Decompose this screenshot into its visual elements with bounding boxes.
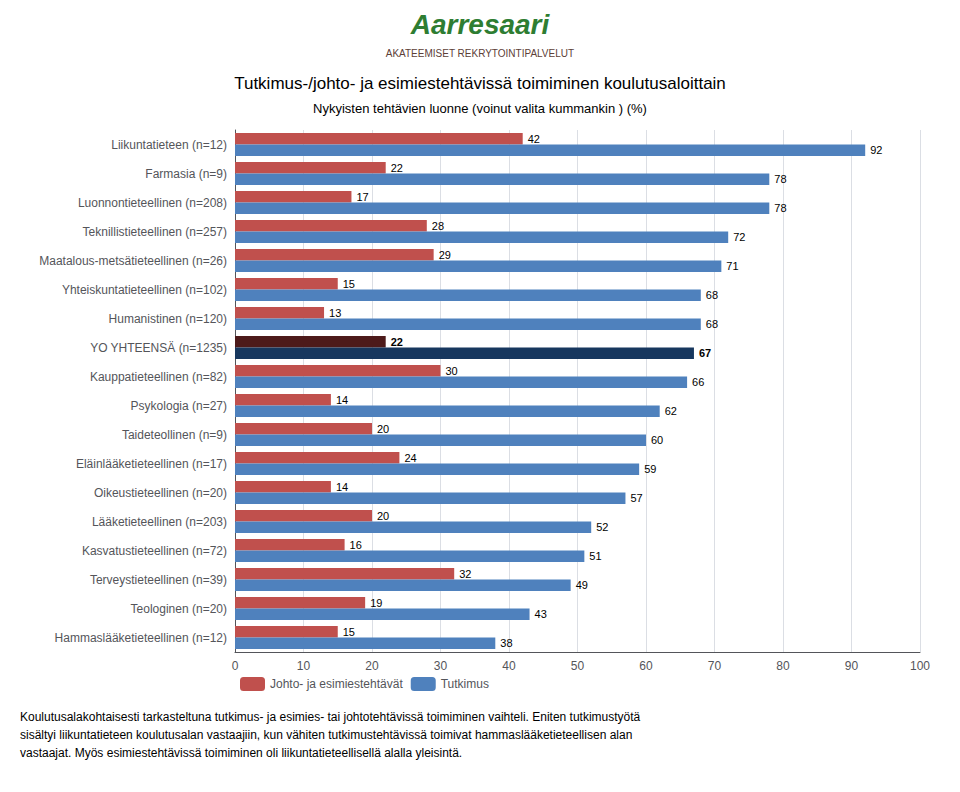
svg-text:71: 71 bbox=[726, 260, 738, 272]
svg-text:Kasvatustieteellinen (n=72): Kasvatustieteellinen (n=72) bbox=[82, 544, 227, 558]
svg-text:Tutkimus: Tutkimus bbox=[441, 677, 489, 691]
svg-text:14: 14 bbox=[336, 481, 348, 493]
svg-text:51: 51 bbox=[589, 550, 601, 562]
svg-text:Humanistinen (n=120): Humanistinen (n=120) bbox=[109, 312, 227, 326]
svg-text:90: 90 bbox=[845, 659, 859, 673]
svg-text:YO YHTEENSÄ (n=1235): YO YHTEENSÄ (n=1235) bbox=[90, 341, 227, 355]
svg-text:60: 60 bbox=[639, 659, 653, 673]
svg-text:Oikeustieteellinen (n=20): Oikeustieteellinen (n=20) bbox=[94, 486, 227, 500]
svg-text:43: 43 bbox=[535, 608, 547, 620]
svg-text:60: 60 bbox=[651, 434, 663, 446]
svg-text:32: 32 bbox=[459, 568, 471, 580]
svg-text:13: 13 bbox=[329, 307, 341, 319]
svg-text:Taideteollinen (n=9): Taideteollinen (n=9) bbox=[122, 428, 227, 442]
svg-text:vastaajat. Myös esimiestehtävi: vastaajat. Myös esimiestehtävissä toimim… bbox=[20, 746, 462, 760]
svg-text:Johto- ja esimiestehtävät: Johto- ja esimiestehtävät bbox=[270, 677, 403, 691]
svg-text:16: 16 bbox=[350, 539, 362, 551]
svg-text:Aarresaari: Aarresaari bbox=[410, 9, 551, 40]
svg-text:Koulutusalakohtaisesti tarkast: Koulutusalakohtaisesti tarkasteltuna tut… bbox=[20, 710, 641, 724]
svg-text:38: 38 bbox=[500, 637, 512, 649]
svg-text:29: 29 bbox=[439, 249, 451, 261]
svg-text:sisältyi liikuntatieteen koulu: sisältyi liikuntatieteen koulutusalan va… bbox=[20, 728, 632, 742]
svg-text:Farmasia (n=9): Farmasia (n=9) bbox=[145, 167, 227, 181]
svg-text:Hammaslääketieteellinen (n=12): Hammaslääketieteellinen (n=12) bbox=[55, 631, 227, 645]
svg-text:62: 62 bbox=[665, 405, 677, 417]
svg-text:Teologinen (n=20): Teologinen (n=20) bbox=[131, 602, 227, 616]
svg-text:22: 22 bbox=[391, 162, 403, 174]
svg-text:15: 15 bbox=[343, 278, 355, 290]
svg-text:24: 24 bbox=[404, 452, 416, 464]
svg-text:70: 70 bbox=[708, 659, 722, 673]
svg-text:17: 17 bbox=[356, 191, 368, 203]
svg-text:30: 30 bbox=[446, 365, 458, 377]
svg-text:AKATEEMISET REKRYTOINTIPALVELU: AKATEEMISET REKRYTOINTIPALVELUT bbox=[386, 48, 574, 59]
svg-text:67: 67 bbox=[699, 347, 711, 359]
svg-text:78: 78 bbox=[774, 202, 786, 214]
svg-text:49: 49 bbox=[576, 579, 588, 591]
svg-text:68: 68 bbox=[706, 318, 718, 330]
svg-text:Teknillistieteellinen (n=257): Teknillistieteellinen (n=257) bbox=[83, 225, 227, 239]
svg-text:52: 52 bbox=[596, 521, 608, 533]
svg-text:15: 15 bbox=[343, 626, 355, 638]
svg-text:Maatalous-metsätieteellinen (n: Maatalous-metsätieteellinen (n=26) bbox=[39, 254, 227, 268]
svg-text:59: 59 bbox=[644, 463, 656, 475]
svg-text:30: 30 bbox=[434, 659, 448, 673]
svg-text:28: 28 bbox=[432, 220, 444, 232]
svg-text:Yhteiskuntatieteellinen (n=102: Yhteiskuntatieteellinen (n=102) bbox=[62, 283, 227, 297]
svg-text:78: 78 bbox=[774, 173, 786, 185]
svg-text:20: 20 bbox=[377, 423, 389, 435]
svg-text:57: 57 bbox=[630, 492, 642, 504]
svg-text:Nykyisten tehtävien luonne (vo: Nykyisten tehtävien luonne (voinut valit… bbox=[313, 101, 647, 116]
svg-text:72: 72 bbox=[733, 231, 745, 243]
svg-text:68: 68 bbox=[706, 289, 718, 301]
svg-text:40: 40 bbox=[502, 659, 516, 673]
svg-text:22: 22 bbox=[391, 336, 403, 348]
svg-text:50: 50 bbox=[571, 659, 585, 673]
svg-text:20: 20 bbox=[365, 659, 379, 673]
svg-text:42: 42 bbox=[528, 133, 540, 145]
svg-text:Psykologia (n=27): Psykologia (n=27) bbox=[131, 399, 227, 413]
svg-text:Kauppatieteellinen (n=82): Kauppatieteellinen (n=82) bbox=[90, 370, 227, 384]
svg-text:66: 66 bbox=[692, 376, 704, 388]
svg-text:0: 0 bbox=[232, 659, 239, 673]
svg-text:Luonnontieteellinen (n=208): Luonnontieteellinen (n=208) bbox=[78, 196, 227, 210]
svg-text:92: 92 bbox=[870, 144, 882, 156]
svg-text:Lääketieteellinen (n=203): Lääketieteellinen (n=203) bbox=[92, 515, 227, 529]
svg-text:Terveystieteellinen (n=39): Terveystieteellinen (n=39) bbox=[90, 573, 227, 587]
svg-text:14: 14 bbox=[336, 394, 348, 406]
svg-text:Tutkimus-/johto- ja esimiesteh: Tutkimus-/johto- ja esimiestehtävissä to… bbox=[234, 74, 726, 93]
svg-text:80: 80 bbox=[776, 659, 790, 673]
svg-text:19: 19 bbox=[370, 597, 382, 609]
svg-text:10: 10 bbox=[297, 659, 311, 673]
svg-text:Liikuntatieteen (n=12): Liikuntatieteen (n=12) bbox=[111, 138, 227, 152]
svg-text:Eläinlääketieteellinen (n=17): Eläinlääketieteellinen (n=17) bbox=[76, 457, 227, 471]
svg-text:20: 20 bbox=[377, 510, 389, 522]
svg-text:100: 100 bbox=[910, 659, 930, 673]
